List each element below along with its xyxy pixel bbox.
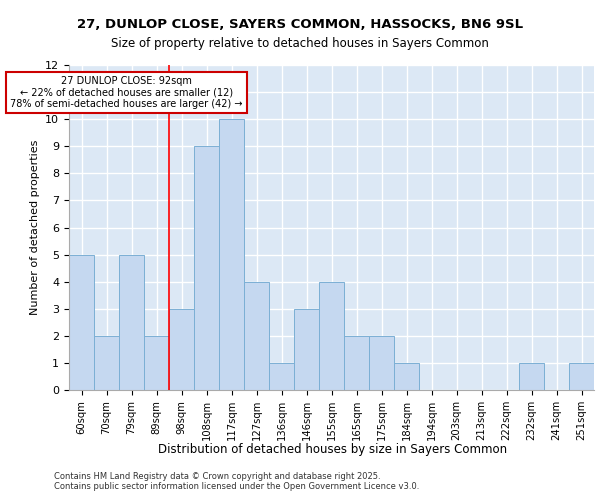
Y-axis label: Number of detached properties: Number of detached properties xyxy=(29,140,40,315)
Text: Contains HM Land Registry data © Crown copyright and database right 2025.: Contains HM Land Registry data © Crown c… xyxy=(54,472,380,481)
Bar xyxy=(294,308,319,390)
Bar xyxy=(144,336,169,390)
Text: Distribution of detached houses by size in Sayers Common: Distribution of detached houses by size … xyxy=(158,442,508,456)
Bar xyxy=(369,336,394,390)
Bar xyxy=(194,146,219,390)
Text: 27, DUNLOP CLOSE, SAYERS COMMON, HASSOCKS, BN6 9SL: 27, DUNLOP CLOSE, SAYERS COMMON, HASSOCK… xyxy=(77,18,523,30)
Text: Size of property relative to detached houses in Sayers Common: Size of property relative to detached ho… xyxy=(111,38,489,51)
Text: Contains public sector information licensed under the Open Government Licence v3: Contains public sector information licen… xyxy=(54,482,419,491)
Bar xyxy=(244,282,269,390)
Bar xyxy=(69,254,94,390)
Bar xyxy=(394,363,419,390)
Bar xyxy=(319,282,344,390)
Bar xyxy=(169,308,194,390)
Bar xyxy=(219,119,244,390)
Bar xyxy=(119,254,144,390)
Bar xyxy=(569,363,594,390)
Bar xyxy=(269,363,294,390)
Bar xyxy=(94,336,119,390)
Bar xyxy=(344,336,369,390)
Bar xyxy=(519,363,544,390)
Text: 27 DUNLOP CLOSE: 92sqm
← 22% of detached houses are smaller (12)
78% of semi-det: 27 DUNLOP CLOSE: 92sqm ← 22% of detached… xyxy=(10,76,243,109)
